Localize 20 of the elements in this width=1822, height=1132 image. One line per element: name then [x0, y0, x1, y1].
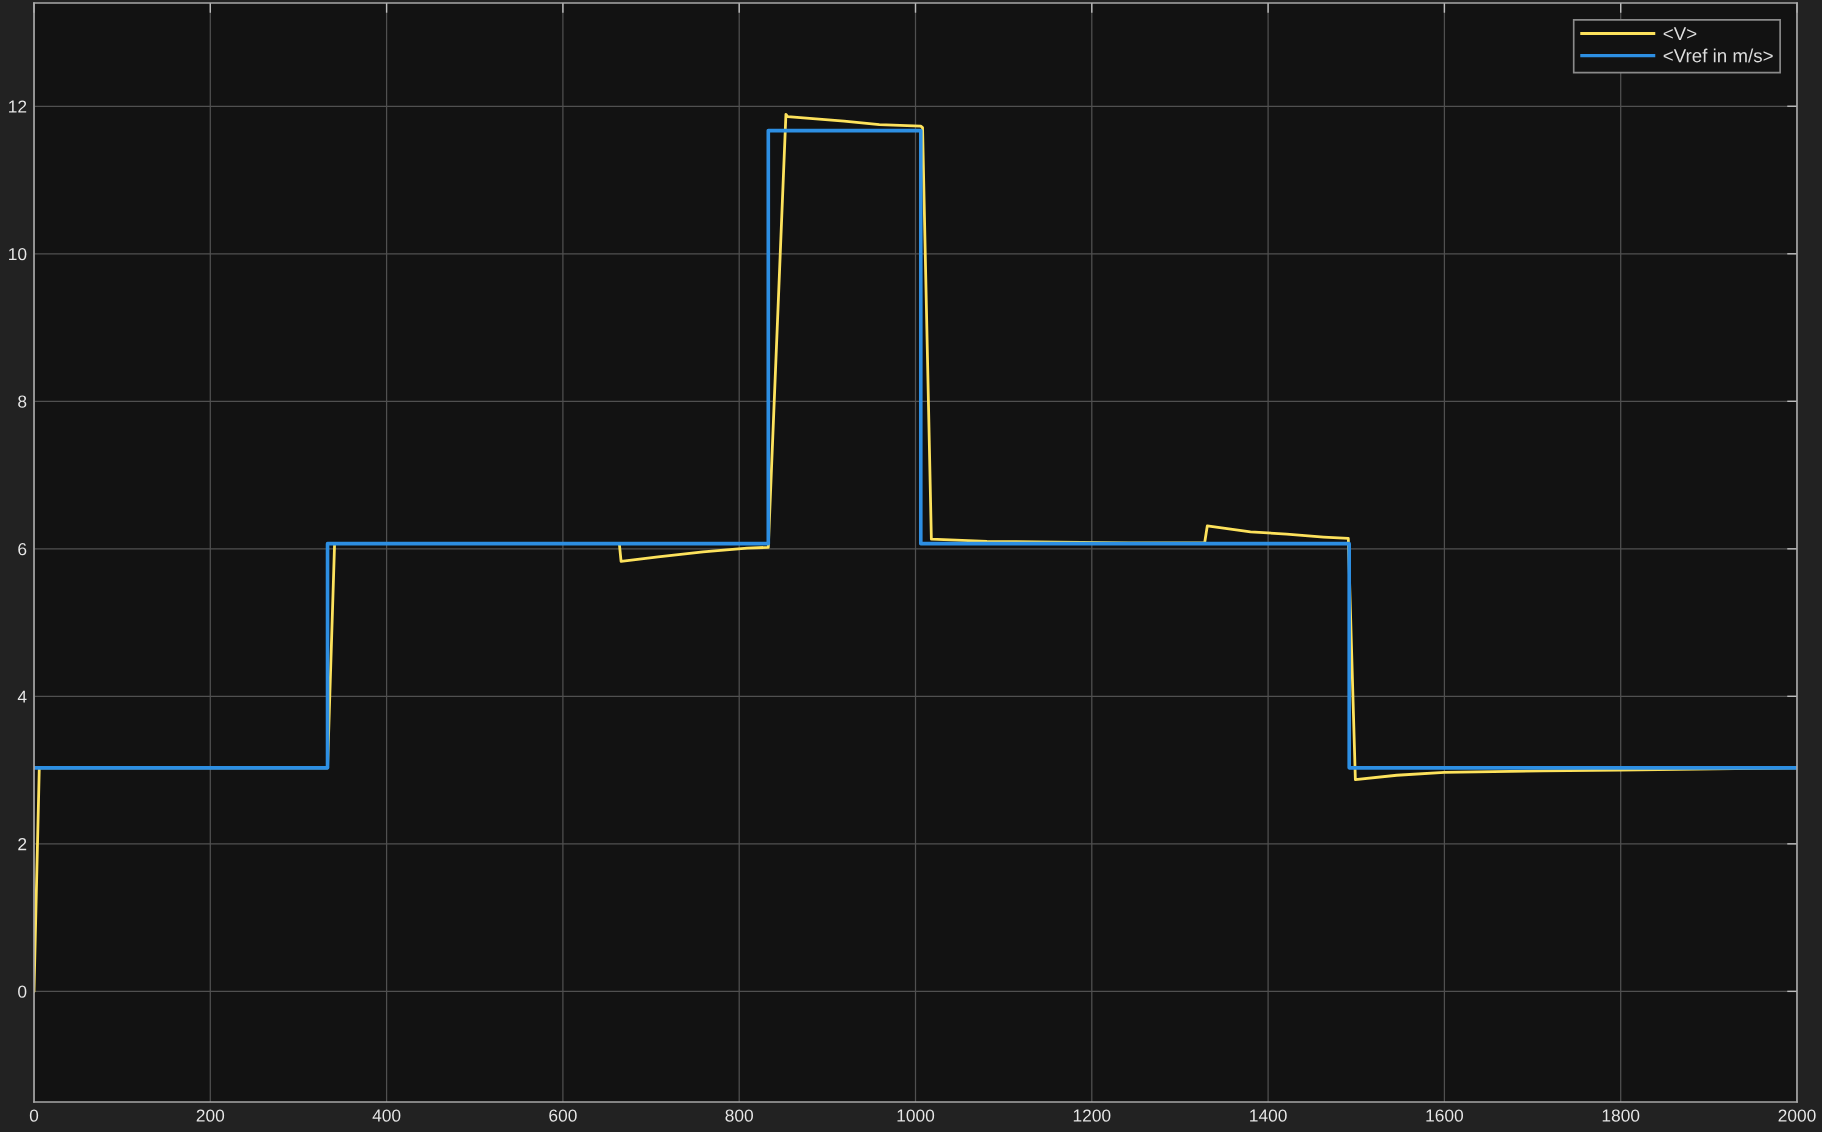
x-tick-label: 1600 [1426, 1109, 1464, 1122]
x-tick-label: 600 [549, 1109, 577, 1122]
x-tick-label: 0 [29, 1109, 39, 1122]
x-tick-label: 2000 [1778, 1109, 1816, 1122]
x-tick-label: 400 [372, 1109, 401, 1122]
x-tick-label: 1800 [1602, 1109, 1640, 1122]
y-tick-label: 0 [18, 985, 27, 998]
x-tick-label: 800 [725, 1109, 754, 1122]
y-tick-label: 6 [18, 542, 27, 556]
y-tick-label: 2 [18, 838, 27, 851]
x-tick-label: 200 [196, 1109, 225, 1122]
y-tick-label: 10 [9, 247, 27, 261]
legend-label: <Vref in m/s> [1663, 48, 1773, 63]
legend-label: <V> [1663, 27, 1697, 41]
y-tick-label: 8 [18, 395, 27, 408]
y-tick-label: 4 [17, 690, 27, 703]
x-tick-label: 1400 [1250, 1109, 1287, 1122]
x-tick-label: 1200 [1073, 1109, 1111, 1122]
y-tick-label: 12 [9, 100, 27, 113]
x-tick-label: 1000 [897, 1109, 935, 1122]
